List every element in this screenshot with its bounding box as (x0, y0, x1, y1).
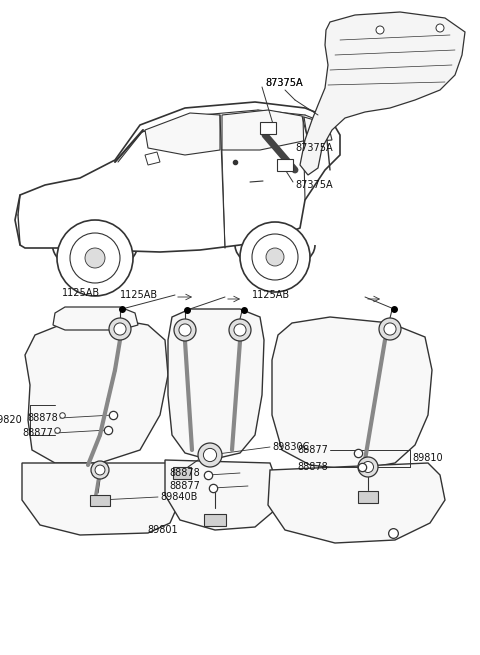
Text: 1125AB: 1125AB (62, 288, 100, 298)
Text: 88877: 88877 (169, 481, 200, 491)
Polygon shape (173, 467, 191, 479)
Polygon shape (300, 12, 465, 175)
Circle shape (70, 233, 120, 283)
Polygon shape (145, 152, 160, 165)
Circle shape (234, 324, 246, 336)
Polygon shape (222, 110, 308, 150)
Polygon shape (268, 463, 445, 543)
Circle shape (358, 457, 378, 477)
Circle shape (384, 323, 396, 335)
Text: 89840B: 89840B (160, 492, 197, 502)
Polygon shape (260, 122, 276, 134)
Polygon shape (277, 159, 293, 171)
Circle shape (436, 24, 444, 32)
Text: 1125AB: 1125AB (252, 290, 290, 300)
Text: 87375A: 87375A (295, 143, 333, 153)
Polygon shape (272, 317, 432, 470)
Circle shape (229, 319, 251, 341)
Circle shape (91, 461, 109, 479)
Circle shape (266, 248, 284, 266)
Circle shape (109, 318, 131, 340)
Text: 88878: 88878 (297, 462, 328, 472)
Polygon shape (90, 495, 110, 506)
Circle shape (252, 234, 298, 280)
Text: 89820: 89820 (0, 415, 22, 425)
Polygon shape (204, 514, 226, 526)
Text: 89801: 89801 (147, 525, 178, 535)
Polygon shape (165, 460, 278, 530)
Polygon shape (145, 113, 220, 155)
Circle shape (376, 26, 384, 34)
Polygon shape (25, 320, 168, 463)
Circle shape (114, 323, 126, 335)
Circle shape (57, 220, 133, 296)
Polygon shape (53, 307, 138, 330)
Text: 87375A: 87375A (295, 180, 333, 190)
Polygon shape (304, 117, 332, 142)
Circle shape (379, 318, 401, 340)
Circle shape (179, 324, 191, 336)
Circle shape (198, 443, 222, 467)
Text: 87375A: 87375A (265, 78, 302, 88)
Polygon shape (22, 463, 178, 535)
Text: 88878: 88878 (169, 468, 200, 478)
Text: 89830C: 89830C (272, 442, 310, 452)
Circle shape (85, 248, 105, 268)
Text: 88877: 88877 (297, 445, 328, 455)
Polygon shape (15, 102, 340, 252)
Text: 89810: 89810 (412, 453, 443, 463)
Circle shape (240, 222, 310, 292)
Text: 1125AB: 1125AB (120, 290, 158, 300)
Circle shape (204, 449, 216, 462)
Circle shape (362, 462, 373, 472)
Text: 87375A: 87375A (265, 78, 302, 88)
Polygon shape (168, 309, 264, 460)
Text: 88877: 88877 (22, 428, 53, 438)
Text: 88878: 88878 (27, 413, 58, 423)
Circle shape (95, 465, 105, 475)
Polygon shape (358, 491, 378, 503)
Circle shape (174, 319, 196, 341)
